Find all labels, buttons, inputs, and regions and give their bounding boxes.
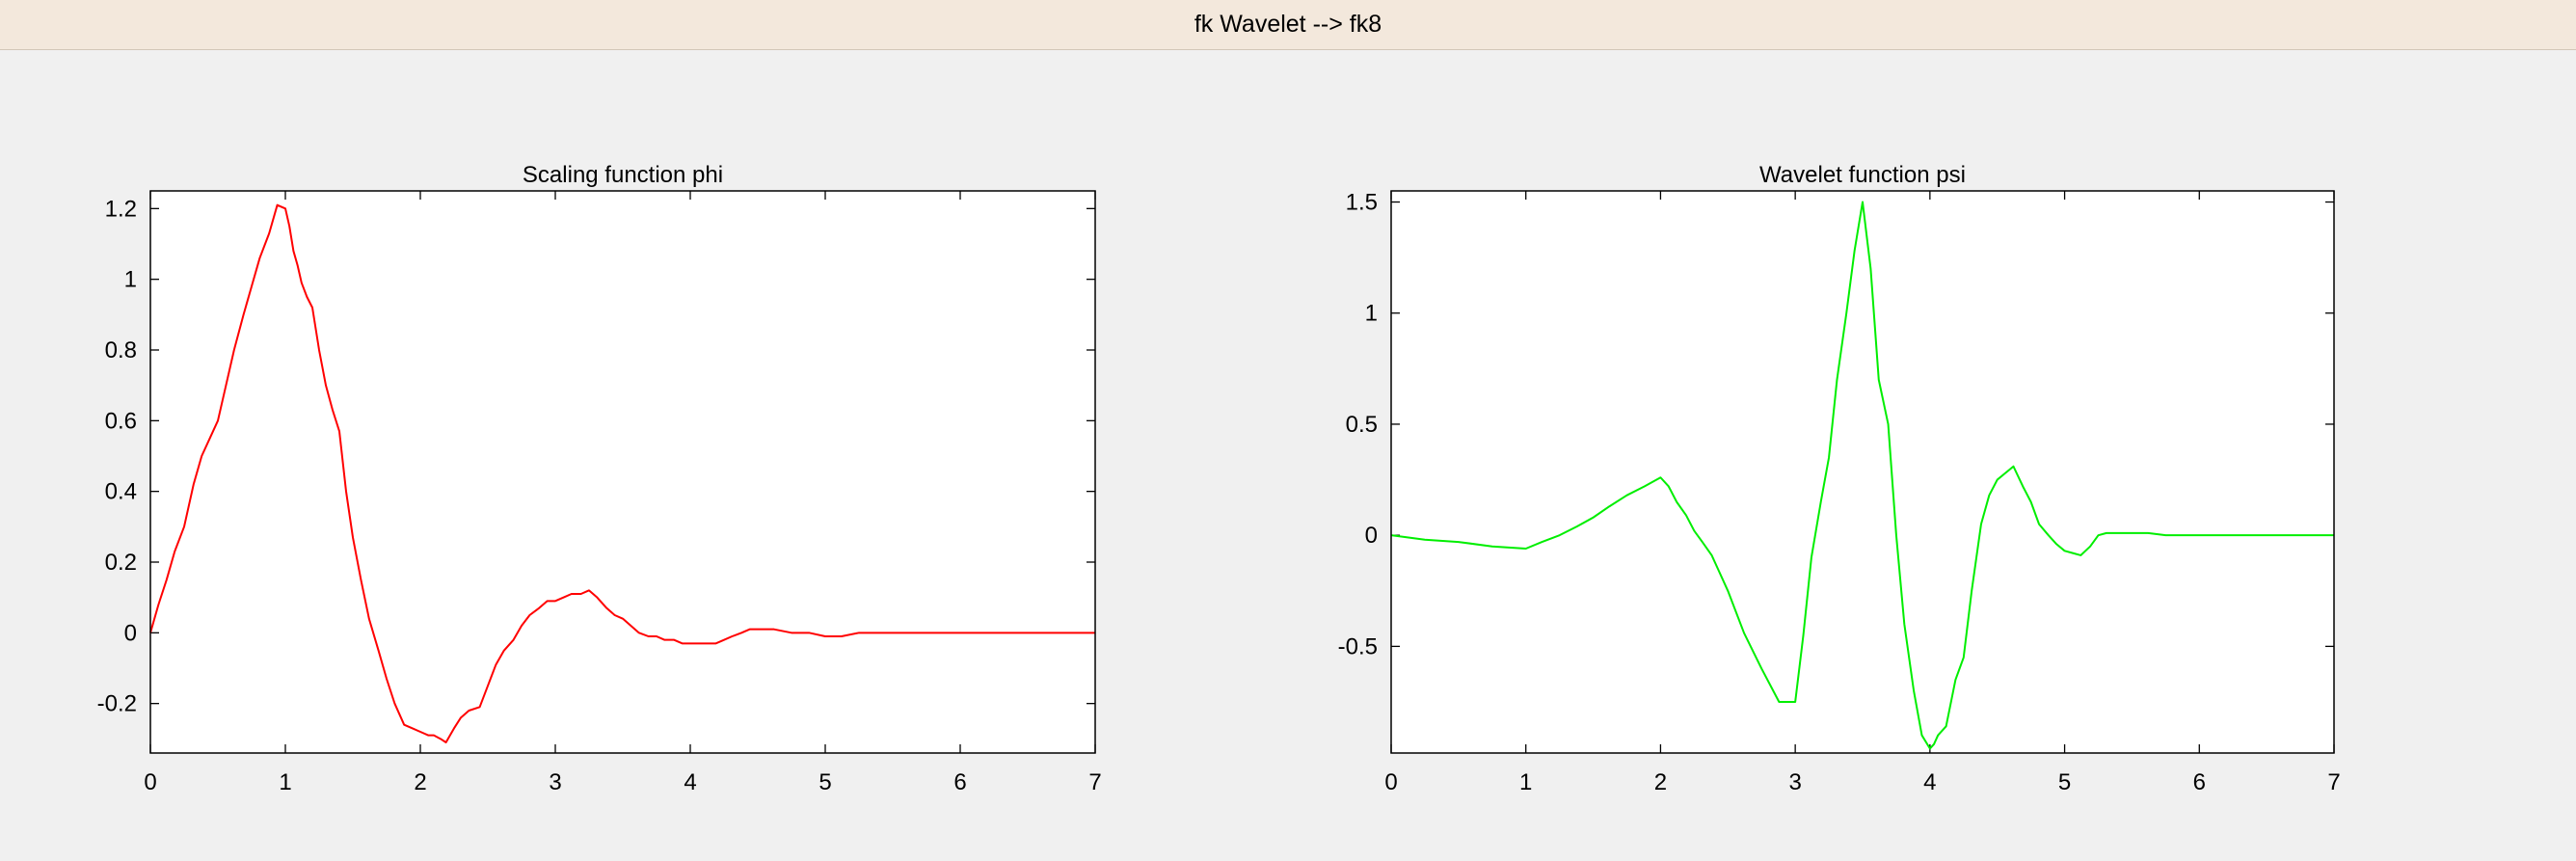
- chart1-ytick-label: 1.5: [1346, 190, 1378, 216]
- chart0-ytick-label: 0.2: [105, 550, 137, 576]
- chart0-ytick-label: 0: [124, 620, 137, 646]
- chart1-xtick-label: 0: [1384, 769, 1397, 795]
- chart0-xtick-label: 3: [549, 769, 561, 795]
- chart0-title: Scaling function phi: [523, 162, 723, 188]
- chart0-xtick-label: 7: [1088, 769, 1101, 795]
- chart0-ytick-label: -0.2: [97, 691, 137, 717]
- chart0-xtick-label: 1: [279, 769, 291, 795]
- chart0-ytick-label: 0.8: [105, 337, 137, 363]
- chart0-ytick-label: 0.4: [105, 479, 137, 505]
- window-titlebar: fk Wavelet --> fk8: [0, 0, 2576, 50]
- chart1-plot-area: [1391, 191, 2334, 753]
- chart0-series-line: [149, 203, 1095, 743]
- chart1-xtick-label: 2: [1654, 769, 1667, 795]
- scaling-function-chart: Scaling function phi 0 1 2 3 4 5 6 7 -0.2 0 0.2 0.4 0…: [97, 162, 1102, 795]
- chart1-xtick-label: 6: [2193, 769, 2206, 795]
- chart0-xtick-label: 6: [953, 769, 966, 795]
- chart1-series-line: [1390, 201, 2334, 750]
- chart1-axes-frame: [1390, 190, 2335, 754]
- chart1-title: Wavelet function psi: [1759, 162, 1966, 188]
- chart0-ytick-label: 0.6: [105, 408, 137, 434]
- chart0-xtick-label: 2: [414, 769, 426, 795]
- chart1-xtick-label: 7: [2327, 769, 2340, 795]
- chart0-xtick-label: 4: [684, 769, 696, 795]
- chart1-ytick-label: 1: [1365, 301, 1378, 327]
- chart0-xtick-label: 5: [818, 769, 831, 795]
- chart0-ytick-label: 1.2: [105, 196, 137, 222]
- chart0-xtick-label: 0: [144, 769, 156, 795]
- wavelet-function-chart: Wavelet function psi 0 1 2 3 4 5 6 7 -0.5 0 0.5 1 1.5: [1338, 162, 2341, 795]
- chart0-plot-area: [150, 191, 1095, 753]
- window-title: fk Wavelet --> fk8: [1194, 11, 1382, 38]
- chart1-ytick-label: 0: [1365, 523, 1378, 549]
- chart0-ytick-label: 1: [124, 267, 137, 293]
- chart1-ytick-label: -0.5: [1338, 633, 1378, 659]
- chart1-ytick-label: 0.5: [1346, 412, 1378, 438]
- chart1-xtick-label: 3: [1788, 769, 1801, 795]
- chart1-xtick-label: 1: [1519, 769, 1532, 795]
- chart1-xtick-label: 4: [1923, 769, 1936, 795]
- chart1-xtick-label: 5: [2058, 769, 2071, 795]
- chart0-axes-frame: [149, 190, 1096, 754]
